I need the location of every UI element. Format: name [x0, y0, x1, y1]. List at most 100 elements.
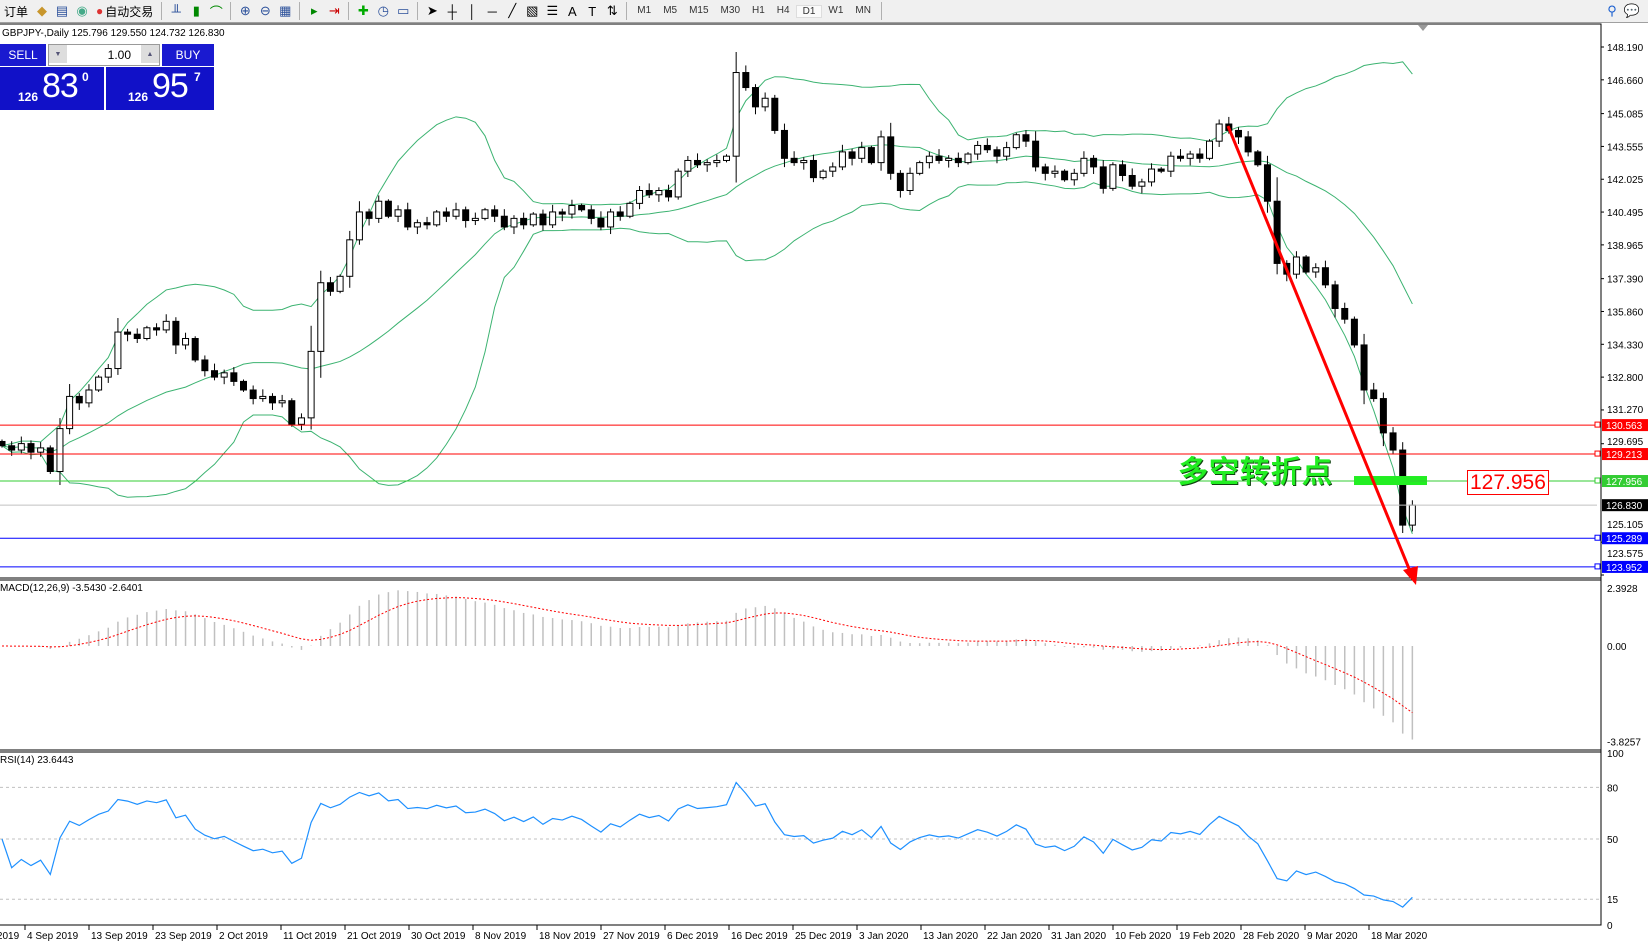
candle	[0, 439, 6, 448]
crosshair-icon[interactable]: ┼	[447, 3, 457, 19]
candle-body	[587, 209, 595, 219]
horizontal-line-icon[interactable]: ─	[487, 3, 497, 19]
new-order-label: 订单	[4, 4, 29, 19]
chart-shift-icon[interactable]: ⇥	[328, 3, 340, 18]
signal-icon[interactable]: ◉	[76, 3, 88, 18]
price-tick-label: 145.085	[1607, 110, 1644, 121]
candle-body	[1003, 147, 1011, 157]
autotrading-label: 自动交易	[105, 4, 154, 19]
chat-icon[interactable]: 💬	[1623, 3, 1641, 18]
zoom-in-icon[interactable]: ⊕	[239, 3, 251, 18]
text-icon[interactable]: A	[567, 3, 577, 19]
sell-price[interactable]: 126 83 0	[0, 66, 104, 110]
templates-icon[interactable]: ▭	[397, 3, 410, 18]
candle	[761, 92, 769, 112]
candle	[1022, 130, 1030, 147]
candle-body	[732, 72, 740, 157]
annotation-price-label[interactable]: 127.956	[1467, 470, 1549, 495]
candle-body	[558, 211, 566, 215]
lot-increase-button[interactable]: ▲	[141, 45, 159, 63]
candle-body	[1350, 318, 1358, 346]
timeframe-w1[interactable]: W1	[828, 4, 844, 16]
candle	[684, 155, 692, 177]
timeframe-m15[interactable]: M15	[689, 4, 709, 16]
rsi-label: RSI(14) 23.6443	[0, 755, 74, 766]
buy-price-pips: 95	[152, 67, 189, 105]
candle	[346, 230, 354, 288]
arrows-icon[interactable]: ⇅	[606, 3, 618, 18]
divider	[161, 2, 163, 20]
autoscroll-icon[interactable]: ▸	[311, 3, 318, 18]
timeframe-m1[interactable]: M1	[637, 4, 652, 16]
timeframe-m5[interactable]: M5	[663, 4, 678, 16]
candle-body	[790, 157, 798, 164]
annotation-text[interactable]: 多空转折点	[1178, 455, 1333, 490]
search-icon[interactable]: ⚲	[1607, 3, 1617, 18]
timeframe-h4[interactable]: H4	[776, 4, 790, 16]
candle-body	[713, 159, 721, 164]
candle	[471, 212, 479, 226]
fibonacci-icon[interactable]: ☰	[546, 3, 559, 18]
lot-decrease-button[interactable]: ▼	[49, 45, 67, 63]
date-label: 9 Mar 2020	[1307, 931, 1358, 942]
trendline-icon[interactable]: ╱	[508, 3, 517, 18]
buy-button[interactable]: BUY	[162, 44, 214, 66]
candle-body	[742, 72, 750, 89]
lot-input[interactable]: 1.00	[48, 44, 160, 66]
price-line-tag	[1602, 560, 1648, 573]
new-order-button[interactable]: 订单	[0, 1, 32, 22]
sell-button[interactable]: SELL	[0, 44, 46, 66]
candle	[1360, 333, 1368, 405]
candle	[1051, 165, 1059, 178]
candle	[1003, 141, 1011, 161]
rsi-tick-label: 80	[1607, 783, 1619, 794]
date-label: 27 Nov 2019	[603, 931, 660, 942]
vertical-line-icon[interactable]: │	[468, 3, 477, 19]
timeframe-m30[interactable]: M30	[720, 4, 740, 16]
divider	[230, 2, 232, 20]
candle	[452, 202, 460, 220]
text-label-icon[interactable]: T	[588, 3, 597, 19]
candle-body	[1360, 344, 1368, 391]
candle-body	[655, 190, 663, 196]
chart-title: GBPJPY-,Daily 125.796 129.550 124.732 12…	[2, 28, 225, 39]
candle-body	[694, 159, 702, 166]
equidistant-channel-icon[interactable]: ▧	[526, 3, 539, 18]
tile-windows-icon[interactable]: ▦	[279, 3, 292, 18]
candle-body	[858, 147, 866, 159]
buy-price[interactable]: 126 95 7	[106, 66, 214, 110]
timeframe-mn[interactable]: MN	[855, 4, 871, 16]
folder-icon[interactable]: ◆	[37, 3, 48, 18]
cursor-icon[interactable]: ➤	[426, 3, 438, 18]
sell-price-fraction: 0	[82, 70, 89, 84]
indicators-icon[interactable]: ✚	[357, 3, 369, 18]
candle-body	[114, 331, 122, 370]
candle-body	[1022, 134, 1030, 142]
timeframe-h1[interactable]: H1	[752, 4, 765, 16]
candlestick-icon[interactable]: ▮	[192, 3, 200, 18]
zoom-out-icon[interactable]: ⊖	[259, 3, 271, 18]
candle	[104, 364, 112, 383]
candle	[220, 369, 228, 385]
bar-chart-icon[interactable]: ╨	[171, 3, 181, 19]
line-chart-icon[interactable]: ⌒	[209, 4, 223, 20]
candle-body	[201, 359, 209, 372]
candle-body	[471, 217, 479, 222]
candle-body	[751, 87, 759, 108]
arrow-head-icon	[1403, 566, 1418, 585]
history-center-icon[interactable]: ▤	[55, 3, 69, 18]
line-handle	[1594, 477, 1601, 484]
candle	[655, 187, 663, 202]
candle	[66, 384, 74, 435]
periods-icon[interactable]: ◷	[377, 3, 389, 18]
candle	[694, 153, 702, 168]
candle-body	[1244, 136, 1252, 153]
candle-body	[8, 445, 16, 451]
rsi-tick-label: 100	[1607, 749, 1624, 760]
timeframe-bar: M1 M5 M15 M30 H1 H4 D1 W1 MN	[631, 4, 877, 18]
timeframe-d1[interactable]: D1	[795, 4, 823, 18]
autotrading-button[interactable]: ● 自动交易	[92, 1, 157, 22]
divider	[626, 2, 628, 20]
candle-body	[703, 162, 711, 166]
